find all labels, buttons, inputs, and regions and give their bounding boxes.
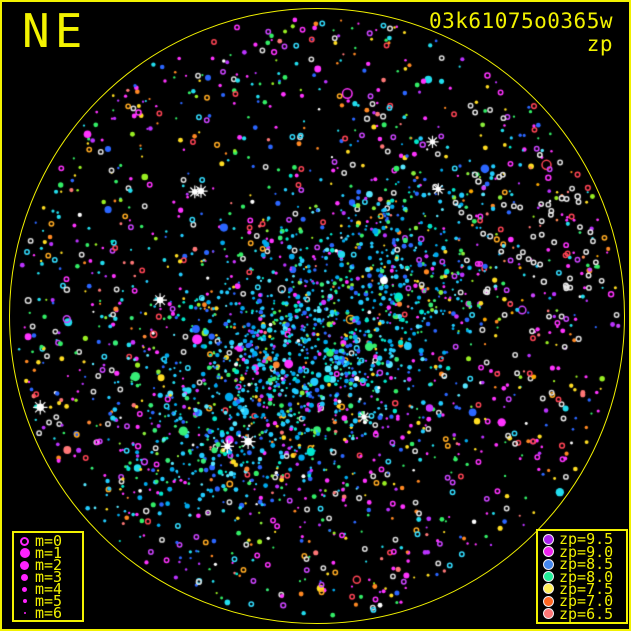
legend-marker-cell [18,573,31,581]
orientation-label: NE [22,4,88,58]
magnitude-ring-icon [20,536,29,546]
zp-color-icon [543,608,554,620]
legend-row: m=4 [18,580,78,598]
legend-label: m=1 [35,544,63,562]
legend-row: zp=6.5 [542,604,622,623]
legend-label: zp=7.0 [559,592,614,611]
magnitude-dot-icon [21,573,28,581]
legend-row: zp=7.0 [542,592,622,611]
legend-label: zp=7.5 [559,579,614,598]
legend-marker-cell [542,595,555,607]
legend-label: m=4 [35,580,63,598]
legend-marker-cell [542,571,555,582]
legend-label: zp=6.5 [559,604,614,623]
legend-label: zp=8.5 [559,555,614,574]
legend-row: zp=8.5 [542,555,622,574]
legend-label: m=6 [35,604,63,622]
legend-label: zp=8.0 [559,567,614,586]
legend-row: m=1 [18,544,78,562]
legend-label: zp=9.0 [559,542,614,561]
magnitude-dot-icon [22,599,27,603]
magnitude-dot-icon [20,560,29,570]
legend-marker-cell [18,599,31,603]
legend-row: m=0 [18,532,78,550]
magnitude-dot-icon [23,612,26,614]
magnitude-dot-icon [19,548,30,558]
legend-label: m=2 [35,556,63,574]
legend-marker-cell [18,560,31,570]
legend-marker-cell [542,608,555,620]
legend-marker-cell [18,612,31,614]
zp-color-icon [543,546,554,558]
zp-color-icon [543,533,554,545]
magnitude-legend: m=0 m=1 m=2 m=3 m=4 m=5 m=6 [12,531,84,622]
legend-marker-cell [18,586,31,592]
legend-row: m=3 [18,568,78,586]
zeropoint-legend: zp=9.5 zp=9.0 zp=8.5 zp=8.0 zp=7.5 zp=7.0 zp=6… [536,529,628,624]
legend-row: zp=7.5 [542,579,622,598]
zp-color-icon [543,595,554,607]
magnitude-dot-icon [22,586,27,592]
plot-title: 03k61075o0365w [428,9,613,33]
legend-marker-cell [542,546,555,558]
legend-row: zp=9.0 [542,542,622,561]
legend-label: m=3 [35,568,63,586]
legend-row: m=2 [18,556,78,574]
legend-marker-cell [542,583,555,595]
zp-color-icon [543,571,554,582]
zp-color-icon [543,583,554,595]
legend-row: zp=8.0 [542,567,622,586]
title-block: 03k61075o0365w zp [429,10,613,56]
legend-marker-cell [18,536,31,546]
legend-label: m=0 [35,532,63,550]
legend-marker-cell [542,533,555,545]
legend-marker-cell [18,548,31,558]
legend-row: m=5 [18,592,78,610]
plot-subtitle: zp [586,32,613,56]
legend-marker-cell [542,558,555,570]
legend-row: zp=9.5 [542,530,622,549]
legend-label: m=5 [35,592,63,610]
legend-label: zp=9.5 [559,530,614,549]
legend-row: m=6 [18,604,78,622]
zp-color-icon [543,558,554,570]
